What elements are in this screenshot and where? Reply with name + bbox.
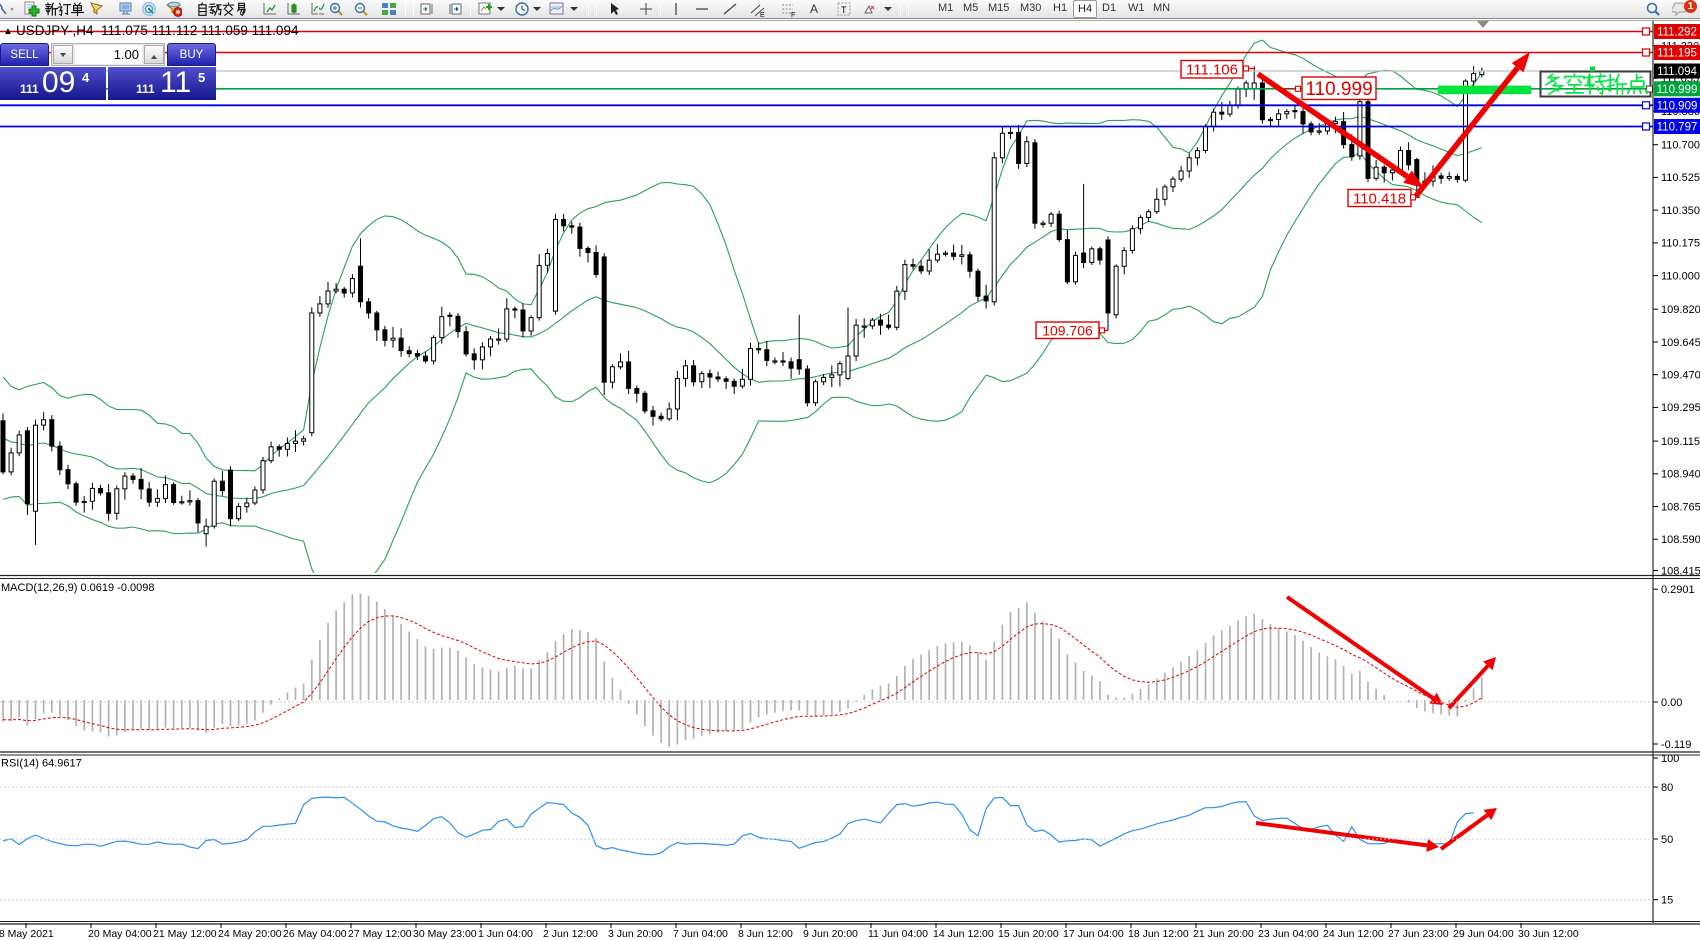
svg-text:27 Jun 23:00: 27 Jun 23:00 [1388, 928, 1449, 940]
svg-text:110.797: 110.797 [1657, 122, 1698, 134]
svg-text:108.415: 108.415 [1661, 565, 1700, 577]
svg-text:110.525: 110.525 [1661, 172, 1700, 184]
svg-text:108.590: 108.590 [1661, 534, 1700, 546]
svg-text:14 Jun 12:00: 14 Jun 12:00 [933, 928, 994, 940]
svg-text:110.418: 110.418 [1353, 190, 1406, 207]
svg-text:0.00: 0.00 [1661, 697, 1682, 709]
svg-text:23 Jun 04:00: 23 Jun 04:00 [1258, 928, 1319, 940]
svg-text:100: 100 [1661, 753, 1679, 765]
svg-text:29 Jun 04:00: 29 Jun 04:00 [1453, 928, 1514, 940]
svg-text:109.820: 109.820 [1661, 304, 1700, 316]
svg-text:30 Jun 12:00: 30 Jun 12:00 [1518, 928, 1579, 940]
svg-text:111.094: 111.094 [1657, 66, 1697, 78]
svg-text:108.940: 108.940 [1661, 469, 1700, 481]
svg-text:RSI(14) 64.9617: RSI(14) 64.9617 [1, 758, 82, 770]
svg-text:▲: ▲ [3, 26, 13, 37]
svg-text:110.999: 110.999 [1657, 84, 1698, 96]
svg-text:18 Jun 12:00: 18 Jun 12:00 [1128, 928, 1189, 940]
svg-text:MACD(12,26,9) 0.0619 -0.0098: MACD(12,26,9) 0.0619 -0.0098 [1, 582, 154, 594]
svg-text:1 Jun 04:00: 1 Jun 04:00 [478, 928, 533, 940]
svg-text:2 Jun 12:00: 2 Jun 12:00 [543, 928, 598, 940]
svg-text:0.2901: 0.2901 [1661, 584, 1695, 596]
svg-text:110.350: 110.350 [1661, 205, 1700, 217]
svg-text:21 May 12:00: 21 May 12:00 [153, 928, 217, 940]
svg-text:11 Jun 04:00: 11 Jun 04:00 [868, 928, 928, 940]
svg-text:110.909: 110.909 [1657, 100, 1698, 112]
svg-text:111.195: 111.195 [1657, 48, 1697, 60]
svg-text:8 Jun 12:00: 8 Jun 12:00 [738, 928, 793, 940]
svg-text:F: F [791, 12, 795, 18]
svg-text:109.470: 109.470 [1661, 370, 1700, 382]
svg-text:T: T [841, 5, 847, 15]
svg-text:110.000: 110.000 [1661, 270, 1700, 282]
svg-text:50: 50 [1661, 834, 1673, 846]
svg-text:7 Jun 04:00: 7 Jun 04:00 [673, 928, 728, 940]
svg-text:24 Jun 12:00: 24 Jun 12:00 [1323, 928, 1384, 940]
svg-text:USDJPY-,H4 111.075 111.112 11: USDJPY-,H4 111.075 111.112 111.059 111.0… [16, 23, 299, 38]
svg-text:20 May 04:00: 20 May 04:00 [88, 928, 152, 940]
svg-text:26 May 04:00: 26 May 04:00 [283, 928, 347, 940]
svg-text:15 Jun 20:00: 15 Jun 20:00 [998, 928, 1059, 940]
svg-text:9 Jun 20:00: 9 Jun 20:00 [803, 928, 858, 940]
svg-text:110.175: 110.175 [1661, 238, 1700, 250]
svg-text:111.292: 111.292 [1657, 27, 1697, 39]
svg-text:-0.119: -0.119 [1661, 739, 1691, 751]
svg-text:109.295: 109.295 [1661, 402, 1700, 414]
svg-text:109.115: 109.115 [1661, 436, 1700, 448]
svg-text:110.700: 110.700 [1661, 140, 1700, 152]
svg-text:109.645: 109.645 [1661, 337, 1700, 349]
svg-text:110.999: 110.999 [1305, 79, 1372, 100]
svg-text:15: 15 [1661, 895, 1673, 907]
svg-text:3 Jun 20:00: 3 Jun 20:00 [608, 928, 663, 940]
svg-text:21 Jun 20:00: 21 Jun 20:00 [1193, 928, 1254, 940]
svg-text:E: E [760, 12, 765, 18]
svg-text:80: 80 [1661, 782, 1673, 794]
svg-text:111.106: 111.106 [1186, 62, 1238, 79]
svg-text:24 May 20:00: 24 May 20:00 [218, 928, 282, 940]
svg-text:27 May 12:00: 27 May 12:00 [348, 928, 412, 940]
svg-text:108.765: 108.765 [1661, 501, 1700, 513]
svg-text:18 May 2021: 18 May 2021 [0, 928, 54, 940]
svg-text:17 Jun 04:00: 17 Jun 04:00 [1063, 928, 1124, 940]
svg-text:30 May 23:00: 30 May 23:00 [413, 928, 477, 940]
svg-text:109.706: 109.706 [1042, 322, 1093, 338]
